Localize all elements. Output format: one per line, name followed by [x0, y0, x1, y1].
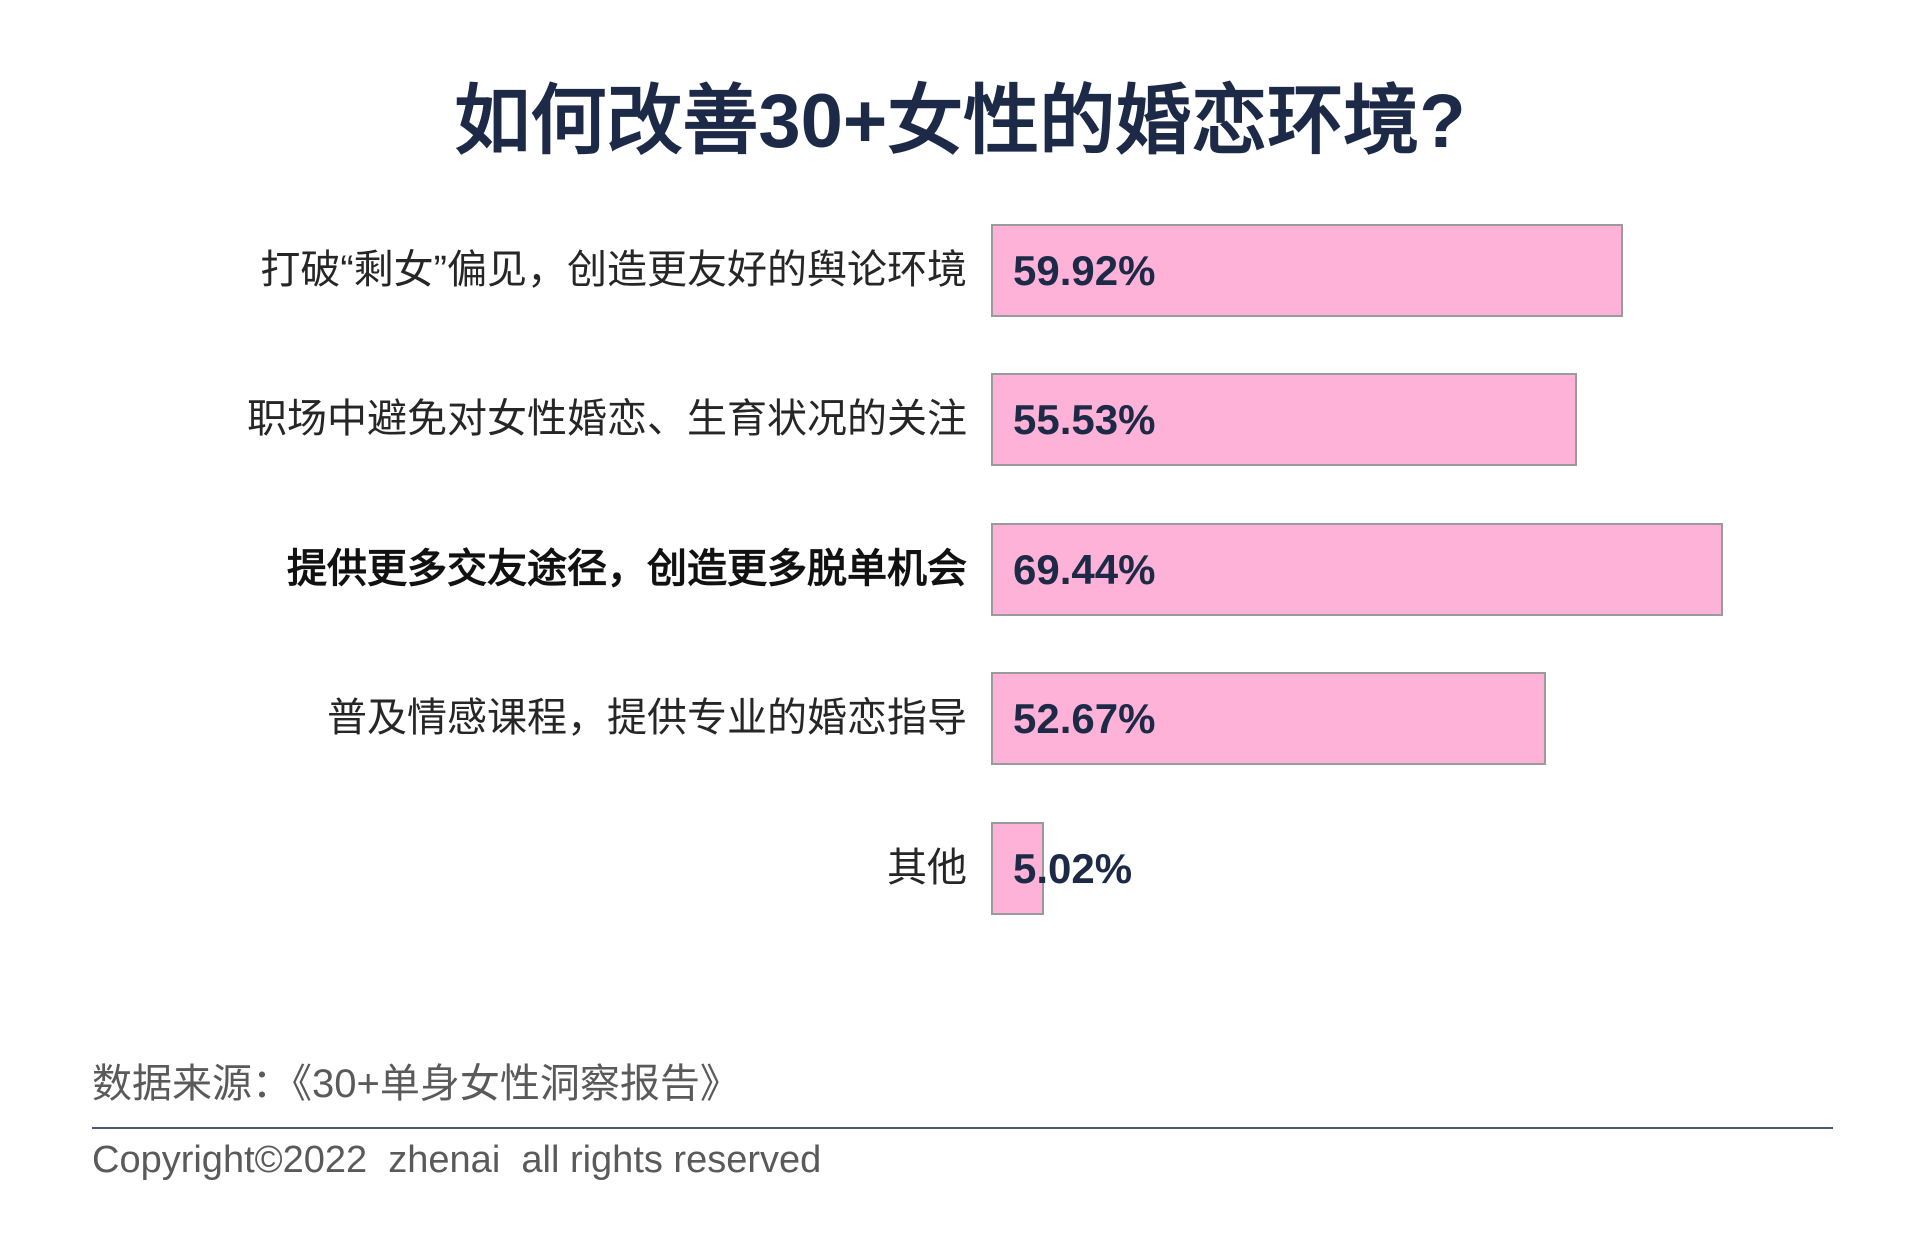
bar-1	[991, 224, 1623, 317]
bar-3	[991, 522, 1724, 616]
copyright-notice: Copyright©2022 zhenai all rights reserve…	[92, 1139, 822, 1181]
bar-chart: 打破“剩女”偏见，创造更友好的舆论环境 59.92% 职场中避免对女性婚恋、生育状况…	[0, 224, 1920, 915]
category-label-4: 普及情感课程，提供专业的婚恋指导	[327, 696, 967, 741]
bar-row-1: 打破“剩女”偏见，创造更友好的舆论环境 59.92%	[0, 224, 1920, 317]
bar-5	[991, 821, 1044, 915]
category-label-3: 提供更多交友途径，创造更多脱单机会	[287, 546, 967, 591]
value-label-2: 55.53%	[1013, 396, 1156, 444]
footer-divider	[92, 1127, 1833, 1129]
chart-title: 如何改善30+女性的婚恋环境?	[454, 79, 1466, 164]
data-source-note: 数据来源：《30+单身女性洞察报告》	[92, 1062, 740, 1106]
category-label-2: 职场中避免对女性婚恋、生育状况的关注	[247, 397, 967, 442]
value-label-3: 69.44%	[1013, 545, 1156, 593]
value-label-1: 59.92%	[1013, 247, 1156, 294]
bar-row-5: 其他 5.02%	[0, 821, 1920, 915]
category-label-1: 打破“剩女”偏见，创造更友好的舆论环境	[260, 248, 967, 292]
value-label-5: 5.02%	[1013, 844, 1133, 892]
value-label-4: 52.67%	[1013, 695, 1156, 743]
bar-row-2: 职场中避免对女性婚恋、生育状况的关注 55.53%	[0, 373, 1920, 467]
category-label-5: 其他	[887, 845, 967, 890]
bar-2	[991, 373, 1577, 467]
bar-row-3: 提供更多交友途径，创造更多脱单机会 69.44%	[0, 522, 1920, 616]
bar-4	[991, 672, 1547, 766]
bar-row-4: 普及情感课程，提供专业的婚恋指导 52.67%	[0, 672, 1920, 766]
